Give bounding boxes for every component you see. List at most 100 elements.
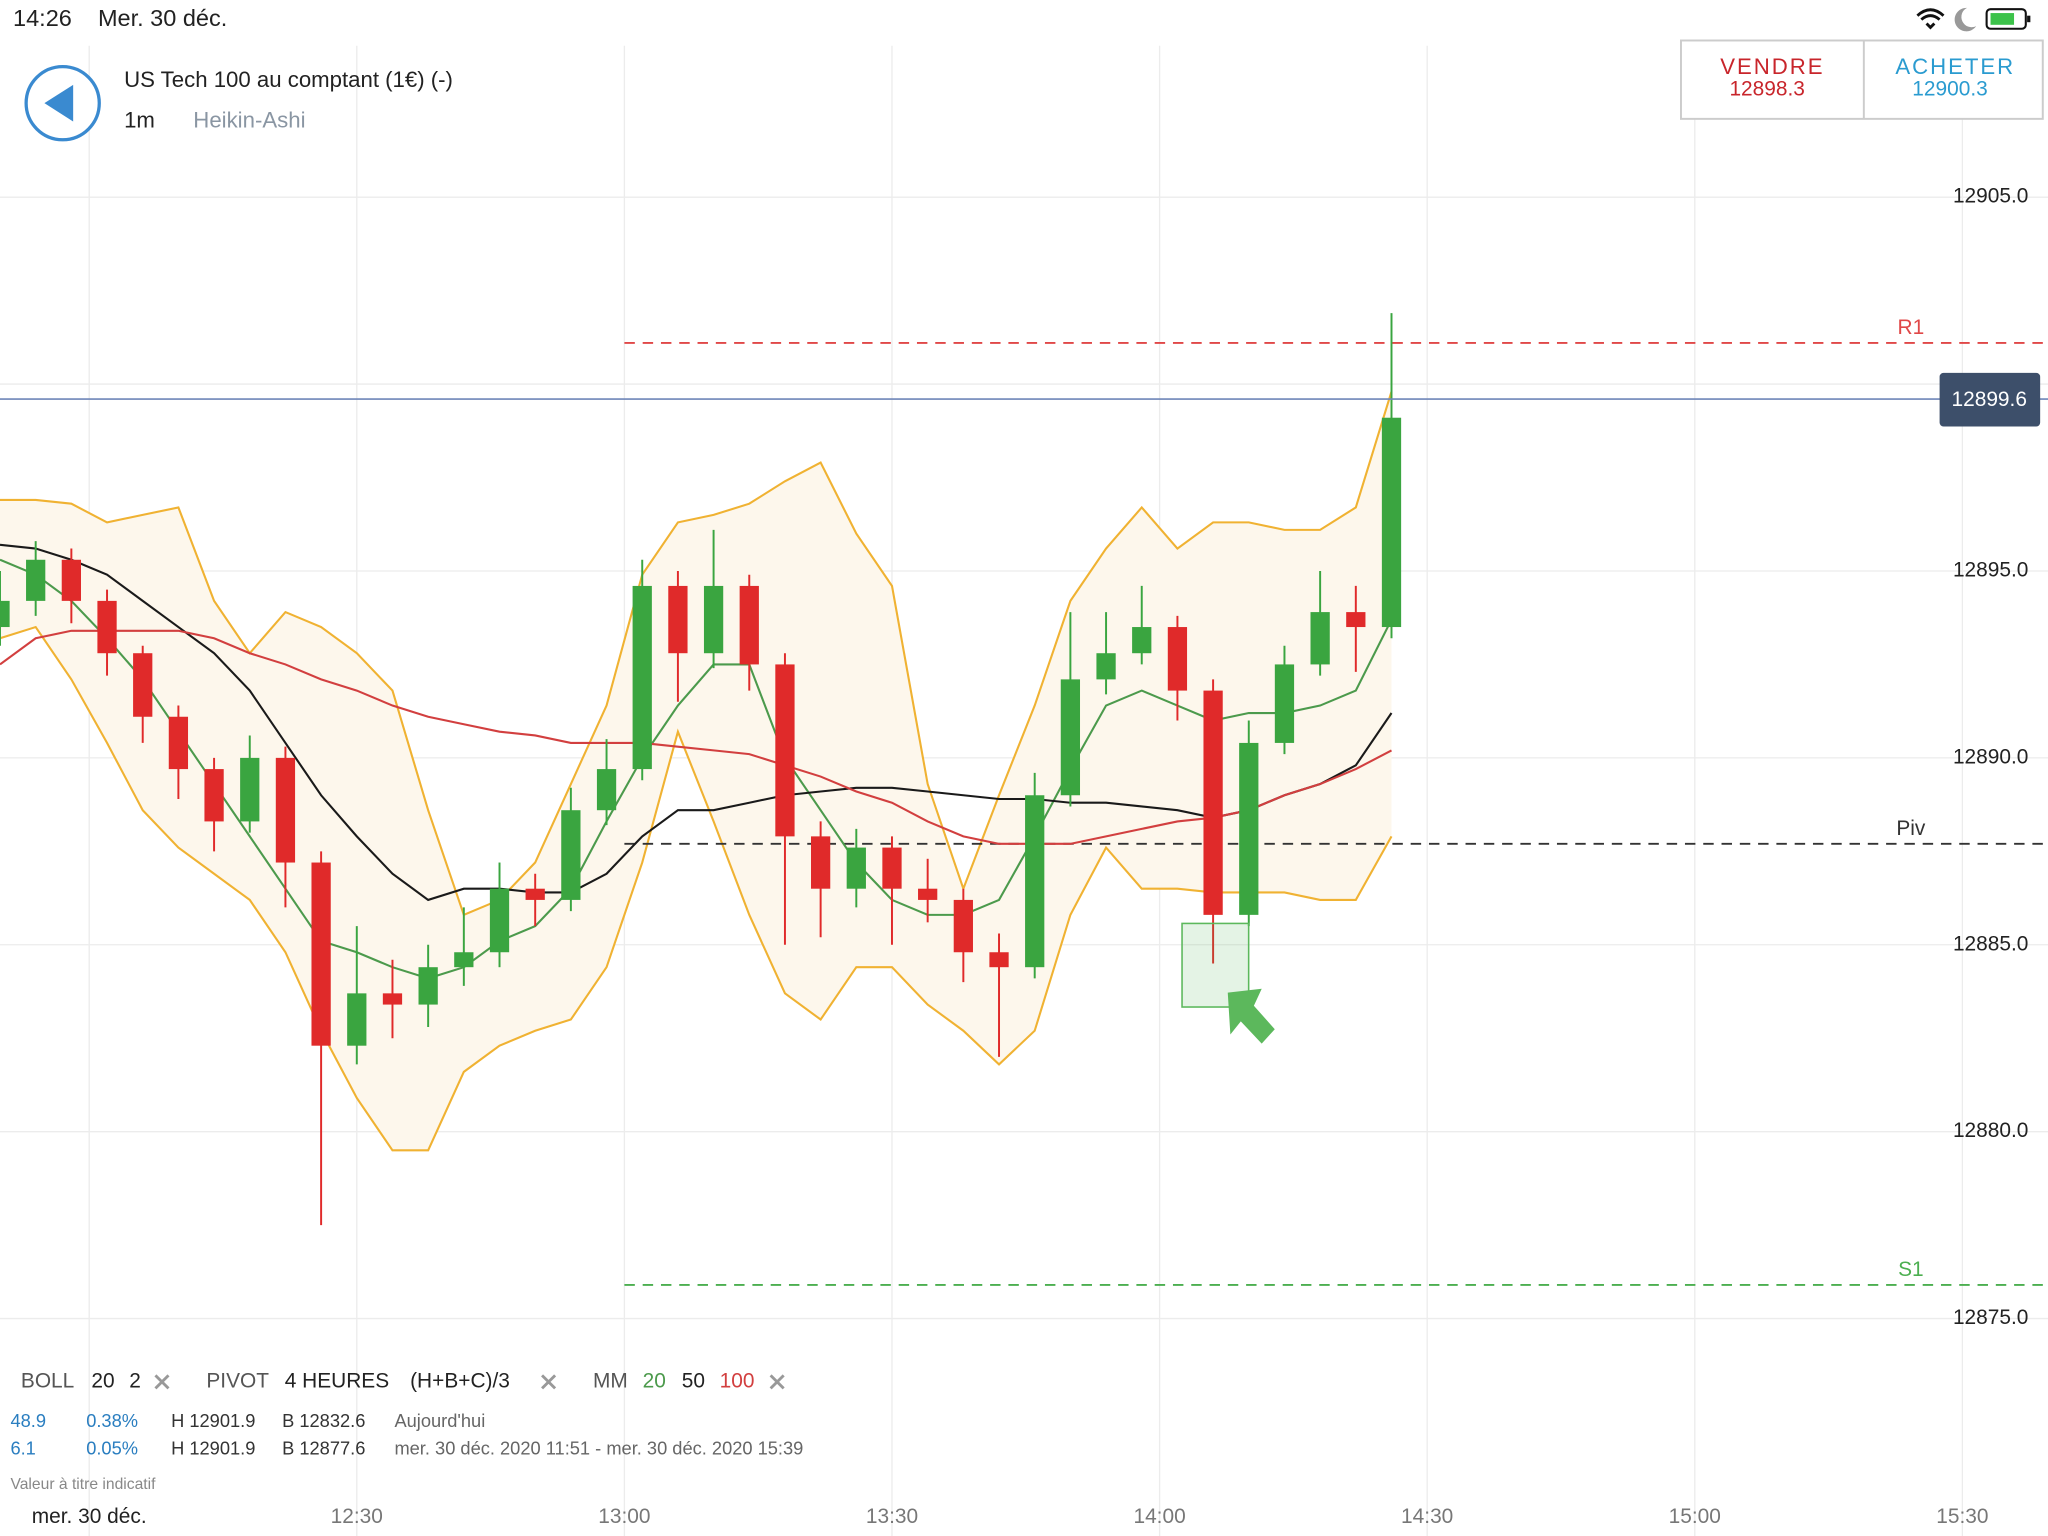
indicator-value: mer. 30 déc. 2020 11:51 - mer. 30 déc. 2… xyxy=(394,1438,803,1459)
mm-period: 20 xyxy=(643,1369,666,1392)
candle-body xyxy=(775,664,795,837)
remove-pivot[interactable] xyxy=(541,1374,557,1390)
boll-label[interactable]: BOLL xyxy=(21,1369,74,1392)
sell-button[interactable]: VENDRE 12898.3 xyxy=(1720,54,1824,101)
back-button[interactable] xyxy=(24,64,101,142)
y-tick-label: 12905.0 xyxy=(1953,185,2028,208)
candle-body xyxy=(240,757,260,822)
trade-buttons: VENDRE 12898.3 ACHETER 12900.3 xyxy=(1679,39,2044,120)
candle-body xyxy=(1310,612,1330,665)
last-price-label: 12899.6 xyxy=(1951,388,2026,411)
candle-body xyxy=(846,847,866,889)
buy-price[interactable]: 12900.3 xyxy=(1912,78,1987,101)
candle-body xyxy=(1346,612,1366,628)
indicator-value: 48.9 xyxy=(10,1410,46,1431)
candle-body xyxy=(204,769,224,822)
indicator-value: 0.05% xyxy=(86,1438,138,1459)
plot: R1 Piv S1 12875.0 12880.0 12885.0 12890.0 12895… xyxy=(0,45,2048,1536)
remove-mm[interactable] xyxy=(769,1374,785,1390)
pivot-formula: (H+B+C)/3 xyxy=(410,1369,510,1392)
boll-deviation: 2 xyxy=(129,1369,141,1392)
x-tick-label: 15:00 xyxy=(1669,1505,1721,1528)
indicator-value: H 12901.9 xyxy=(171,1438,255,1459)
indicator-value: B 12832.6 xyxy=(282,1410,365,1431)
candle-body xyxy=(168,716,189,770)
x-tick-label: 15:30 xyxy=(1936,1505,1988,1528)
candle-body xyxy=(1203,690,1223,915)
instrument-title: US Tech 100 au comptant (1€) (-) xyxy=(124,67,453,92)
candle-body xyxy=(454,952,474,968)
buy-button[interactable]: ACHETER 12900.3 xyxy=(1895,54,2015,101)
chart-style[interactable]: Heikin-Ashi xyxy=(193,107,305,132)
mm-period: 50 xyxy=(682,1369,705,1392)
candle-body xyxy=(561,810,581,900)
disclaimer: Valeur à titre indicatif xyxy=(10,1476,156,1493)
y-tick-label: 12895.0 xyxy=(1953,558,2028,581)
candle-body xyxy=(632,585,652,770)
x-tick-label: 13:00 xyxy=(598,1505,650,1528)
y-tick-label: 12885.0 xyxy=(1953,932,2028,955)
status-date: Mer. 30 déc. xyxy=(98,5,227,31)
candle-body xyxy=(418,967,438,1005)
candle-body xyxy=(1274,664,1295,743)
candle-body xyxy=(311,862,331,1046)
moving-average xyxy=(0,558,1393,980)
candle-body xyxy=(347,993,367,1046)
candle-body xyxy=(739,585,759,665)
candle-body xyxy=(133,653,153,717)
candle-body xyxy=(596,769,617,811)
interval[interactable]: 1m xyxy=(124,107,155,132)
pivot-level-label: S1 xyxy=(1898,1258,1924,1281)
indicator-legend: BOLL 20 2 PIVOT 4 HEURES (H+B+C)/3 MM 20… xyxy=(21,1369,785,1392)
candle-body xyxy=(489,888,510,953)
annotation xyxy=(1181,922,1275,1044)
indicator-value: H 12901.9 xyxy=(171,1410,255,1431)
buy-label[interactable]: ACHETER xyxy=(1895,54,2015,79)
candle-body xyxy=(918,888,938,900)
x-tick-label: mer. 30 déc. xyxy=(32,1505,147,1528)
status-time: 14:26 xyxy=(13,5,72,31)
indicator-values: 48.9 0.38% H 12901.9 B 12832.6 Aujourd'hui 6.… xyxy=(10,1410,803,1458)
candle-body xyxy=(275,757,296,863)
candle-body xyxy=(1025,795,1045,968)
mm-period: 100 xyxy=(720,1369,755,1392)
pivot-level-label: Piv xyxy=(1896,817,1926,840)
candle-body xyxy=(882,847,902,889)
x-tick-label: 12:30 xyxy=(331,1505,383,1528)
last-price-box xyxy=(1939,372,2041,427)
band-upper xyxy=(0,391,1393,917)
candle-body xyxy=(61,559,81,601)
indicator-value: B 12877.6 xyxy=(282,1438,365,1459)
moving-average xyxy=(0,543,1393,902)
y-tick-label: 12880.0 xyxy=(1953,1119,2028,1142)
candle-body xyxy=(1132,627,1152,654)
candle-body xyxy=(97,600,117,654)
sell-price[interactable]: 12898.3 xyxy=(1729,78,1804,101)
y-tick-label: 12890.0 xyxy=(1953,745,2028,768)
candle-body xyxy=(703,585,724,654)
candle-body xyxy=(989,952,1009,968)
candle-body xyxy=(1239,742,1259,915)
pivot-level-label: R1 xyxy=(1898,316,1925,339)
mm-label[interactable]: MM xyxy=(593,1369,628,1392)
x-tick-label: 13:30 xyxy=(866,1505,918,1528)
y-tick-label: 12875.0 xyxy=(1953,1306,2028,1329)
sell-label[interactable]: VENDRE xyxy=(1720,54,1824,79)
candle-body xyxy=(1060,679,1081,796)
x-tick-label: 14:00 xyxy=(1133,1505,1185,1528)
indicator-value: 0.38% xyxy=(86,1410,138,1431)
trade-box xyxy=(1679,39,2044,120)
candle-body xyxy=(1381,417,1402,628)
remove-boll[interactable] xyxy=(154,1374,170,1390)
candle-body xyxy=(810,836,831,889)
indicator-value: Aujourd'hui xyxy=(394,1410,485,1431)
candle-body xyxy=(1096,653,1116,680)
pivot-label[interactable]: PIVOT xyxy=(206,1369,269,1392)
boll-period: 20 xyxy=(91,1369,114,1392)
candle-body xyxy=(1167,627,1188,691)
indicator-value: 6.1 xyxy=(10,1438,35,1459)
candle-body xyxy=(26,559,46,601)
candle-body xyxy=(525,888,545,900)
